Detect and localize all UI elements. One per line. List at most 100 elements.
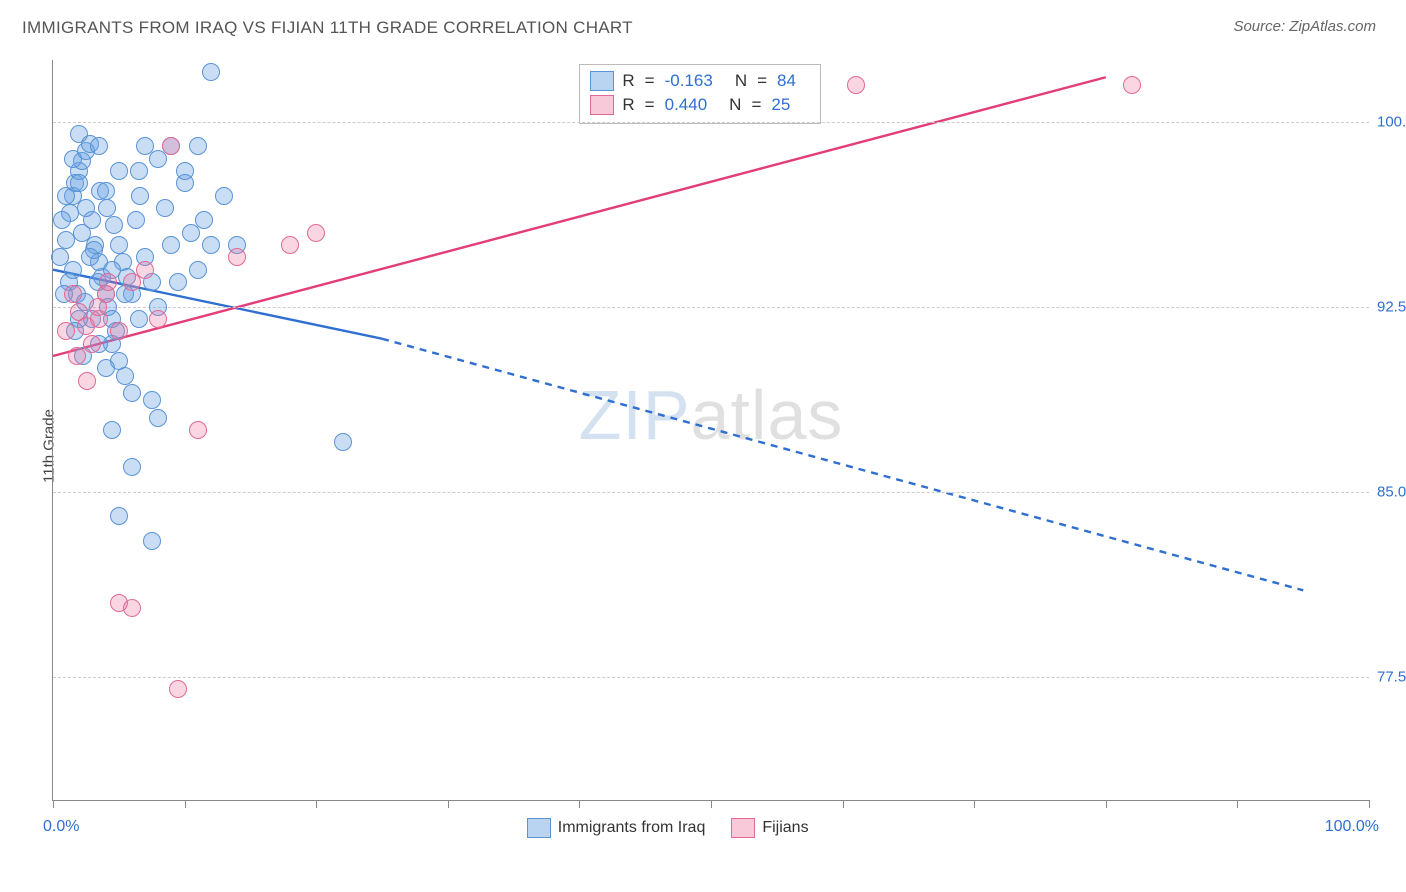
legend-label-iraq: Immigrants from Iraq bbox=[558, 819, 706, 837]
x-tick bbox=[579, 800, 580, 808]
scatter-point-iraq bbox=[195, 211, 213, 229]
scatter-point-iraq bbox=[189, 137, 207, 155]
scatter-point-iraq bbox=[143, 391, 161, 409]
correlation-legend: R = -0.163 N = 84 R = 0.440 N = 25 bbox=[579, 64, 821, 124]
scatter-point-iraq bbox=[130, 162, 148, 180]
n-label: N bbox=[729, 93, 741, 117]
x-tick bbox=[711, 800, 712, 808]
r-label: R bbox=[622, 69, 634, 93]
scatter-point-fijian bbox=[1123, 76, 1141, 94]
scatter-point-iraq bbox=[103, 421, 121, 439]
scatter-point-iraq bbox=[70, 125, 88, 143]
scatter-point-iraq bbox=[189, 261, 207, 279]
scatter-point-iraq bbox=[334, 433, 352, 451]
scatter-point-iraq bbox=[98, 199, 116, 217]
equals-sign: = bbox=[645, 69, 655, 93]
x-tick bbox=[1106, 800, 1107, 808]
equals-sign: = bbox=[751, 93, 761, 117]
x-tick bbox=[185, 800, 186, 808]
gridline bbox=[53, 122, 1369, 123]
x-tick bbox=[316, 800, 317, 808]
scatter-point-fijian bbox=[847, 76, 865, 94]
scatter-point-fijian bbox=[78, 372, 96, 390]
scatter-point-fijian bbox=[89, 298, 107, 316]
x-tick bbox=[843, 800, 844, 808]
scatter-point-iraq bbox=[97, 359, 115, 377]
series-legend: Immigrants from Iraq Fijians bbox=[527, 818, 809, 838]
scatter-point-iraq bbox=[202, 63, 220, 81]
x-tick bbox=[53, 800, 54, 808]
legend-label-fijian: Fijians bbox=[762, 819, 808, 837]
y-tick-label: 77.5% bbox=[1377, 668, 1406, 685]
scatter-point-iraq bbox=[176, 162, 194, 180]
scatter-point-iraq bbox=[116, 367, 134, 385]
gridline bbox=[53, 307, 1369, 308]
scatter-point-iraq bbox=[169, 273, 187, 291]
r-value-iraq: -0.163 bbox=[665, 69, 713, 93]
scatter-point-iraq bbox=[202, 236, 220, 254]
scatter-point-fijian bbox=[228, 248, 246, 266]
scatter-point-iraq bbox=[130, 310, 148, 328]
scatter-point-iraq bbox=[149, 409, 167, 427]
legend-row-fijian: R = 0.440 N = 25 bbox=[590, 93, 810, 117]
scatter-point-fijian bbox=[307, 224, 325, 242]
scatter-point-iraq bbox=[64, 261, 82, 279]
scatter-point-iraq bbox=[73, 224, 91, 242]
n-value-fijian: 25 bbox=[771, 93, 790, 117]
y-tick-label: 85.0% bbox=[1377, 483, 1406, 500]
y-tick-label: 100.0% bbox=[1377, 113, 1406, 130]
n-label: N bbox=[735, 69, 747, 93]
x-tick bbox=[974, 800, 975, 808]
scatter-plot-area: ZIPatlas R = -0.163 N = 84 R = 0.440 N =… bbox=[52, 60, 1369, 801]
r-value-fijian: 0.440 bbox=[665, 93, 708, 117]
scatter-point-iraq bbox=[215, 187, 233, 205]
legend-item-iraq: Immigrants from Iraq bbox=[527, 818, 706, 838]
scatter-point-fijian bbox=[64, 285, 82, 303]
swatch-iraq-icon bbox=[590, 71, 614, 91]
scatter-point-iraq bbox=[77, 199, 95, 217]
scatter-point-fijian bbox=[136, 261, 154, 279]
trend-line bbox=[382, 339, 1303, 591]
gridline bbox=[53, 492, 1369, 493]
x-tick bbox=[1369, 800, 1370, 808]
scatter-point-iraq bbox=[90, 137, 108, 155]
swatch-fijian-icon bbox=[731, 818, 755, 838]
scatter-point-fijian bbox=[169, 680, 187, 698]
source-attribution: Source: ZipAtlas.com bbox=[1233, 18, 1376, 35]
scatter-point-fijian bbox=[99, 273, 117, 291]
scatter-point-iraq bbox=[64, 150, 82, 168]
equals-sign: = bbox=[645, 93, 655, 117]
scatter-point-iraq bbox=[51, 248, 69, 266]
n-value-iraq: 84 bbox=[777, 69, 796, 93]
chart-title: IMMIGRANTS FROM IRAQ VS FIJIAN 11TH GRAD… bbox=[22, 18, 633, 38]
scatter-point-fijian bbox=[149, 310, 167, 328]
scatter-point-iraq bbox=[127, 211, 145, 229]
r-label: R bbox=[622, 93, 634, 117]
scatter-point-fijian bbox=[162, 137, 180, 155]
scatter-point-iraq bbox=[110, 236, 128, 254]
scatter-point-iraq bbox=[70, 174, 88, 192]
scatter-point-iraq bbox=[123, 384, 141, 402]
scatter-point-iraq bbox=[97, 182, 115, 200]
equals-sign: = bbox=[757, 69, 767, 93]
scatter-point-iraq bbox=[143, 532, 161, 550]
scatter-point-iraq bbox=[53, 211, 71, 229]
scatter-point-fijian bbox=[189, 421, 207, 439]
legend-row-iraq: R = -0.163 N = 84 bbox=[590, 69, 810, 93]
scatter-point-iraq bbox=[110, 507, 128, 525]
scatter-point-iraq bbox=[131, 187, 149, 205]
scatter-point-fijian bbox=[57, 322, 75, 340]
swatch-fijian-icon bbox=[590, 95, 614, 115]
scatter-point-fijian bbox=[83, 335, 101, 353]
swatch-iraq-icon bbox=[527, 818, 551, 838]
x-axis-label-max: 100.0% bbox=[1325, 818, 1379, 836]
x-axis-label-min: 0.0% bbox=[43, 818, 79, 836]
scatter-point-fijian bbox=[68, 347, 86, 365]
scatter-point-iraq bbox=[123, 458, 141, 476]
gridline bbox=[53, 677, 1369, 678]
x-tick bbox=[1237, 800, 1238, 808]
x-tick bbox=[448, 800, 449, 808]
scatter-point-iraq bbox=[156, 199, 174, 217]
scatter-point-fijian bbox=[281, 236, 299, 254]
legend-item-fijian: Fijians bbox=[731, 818, 808, 838]
